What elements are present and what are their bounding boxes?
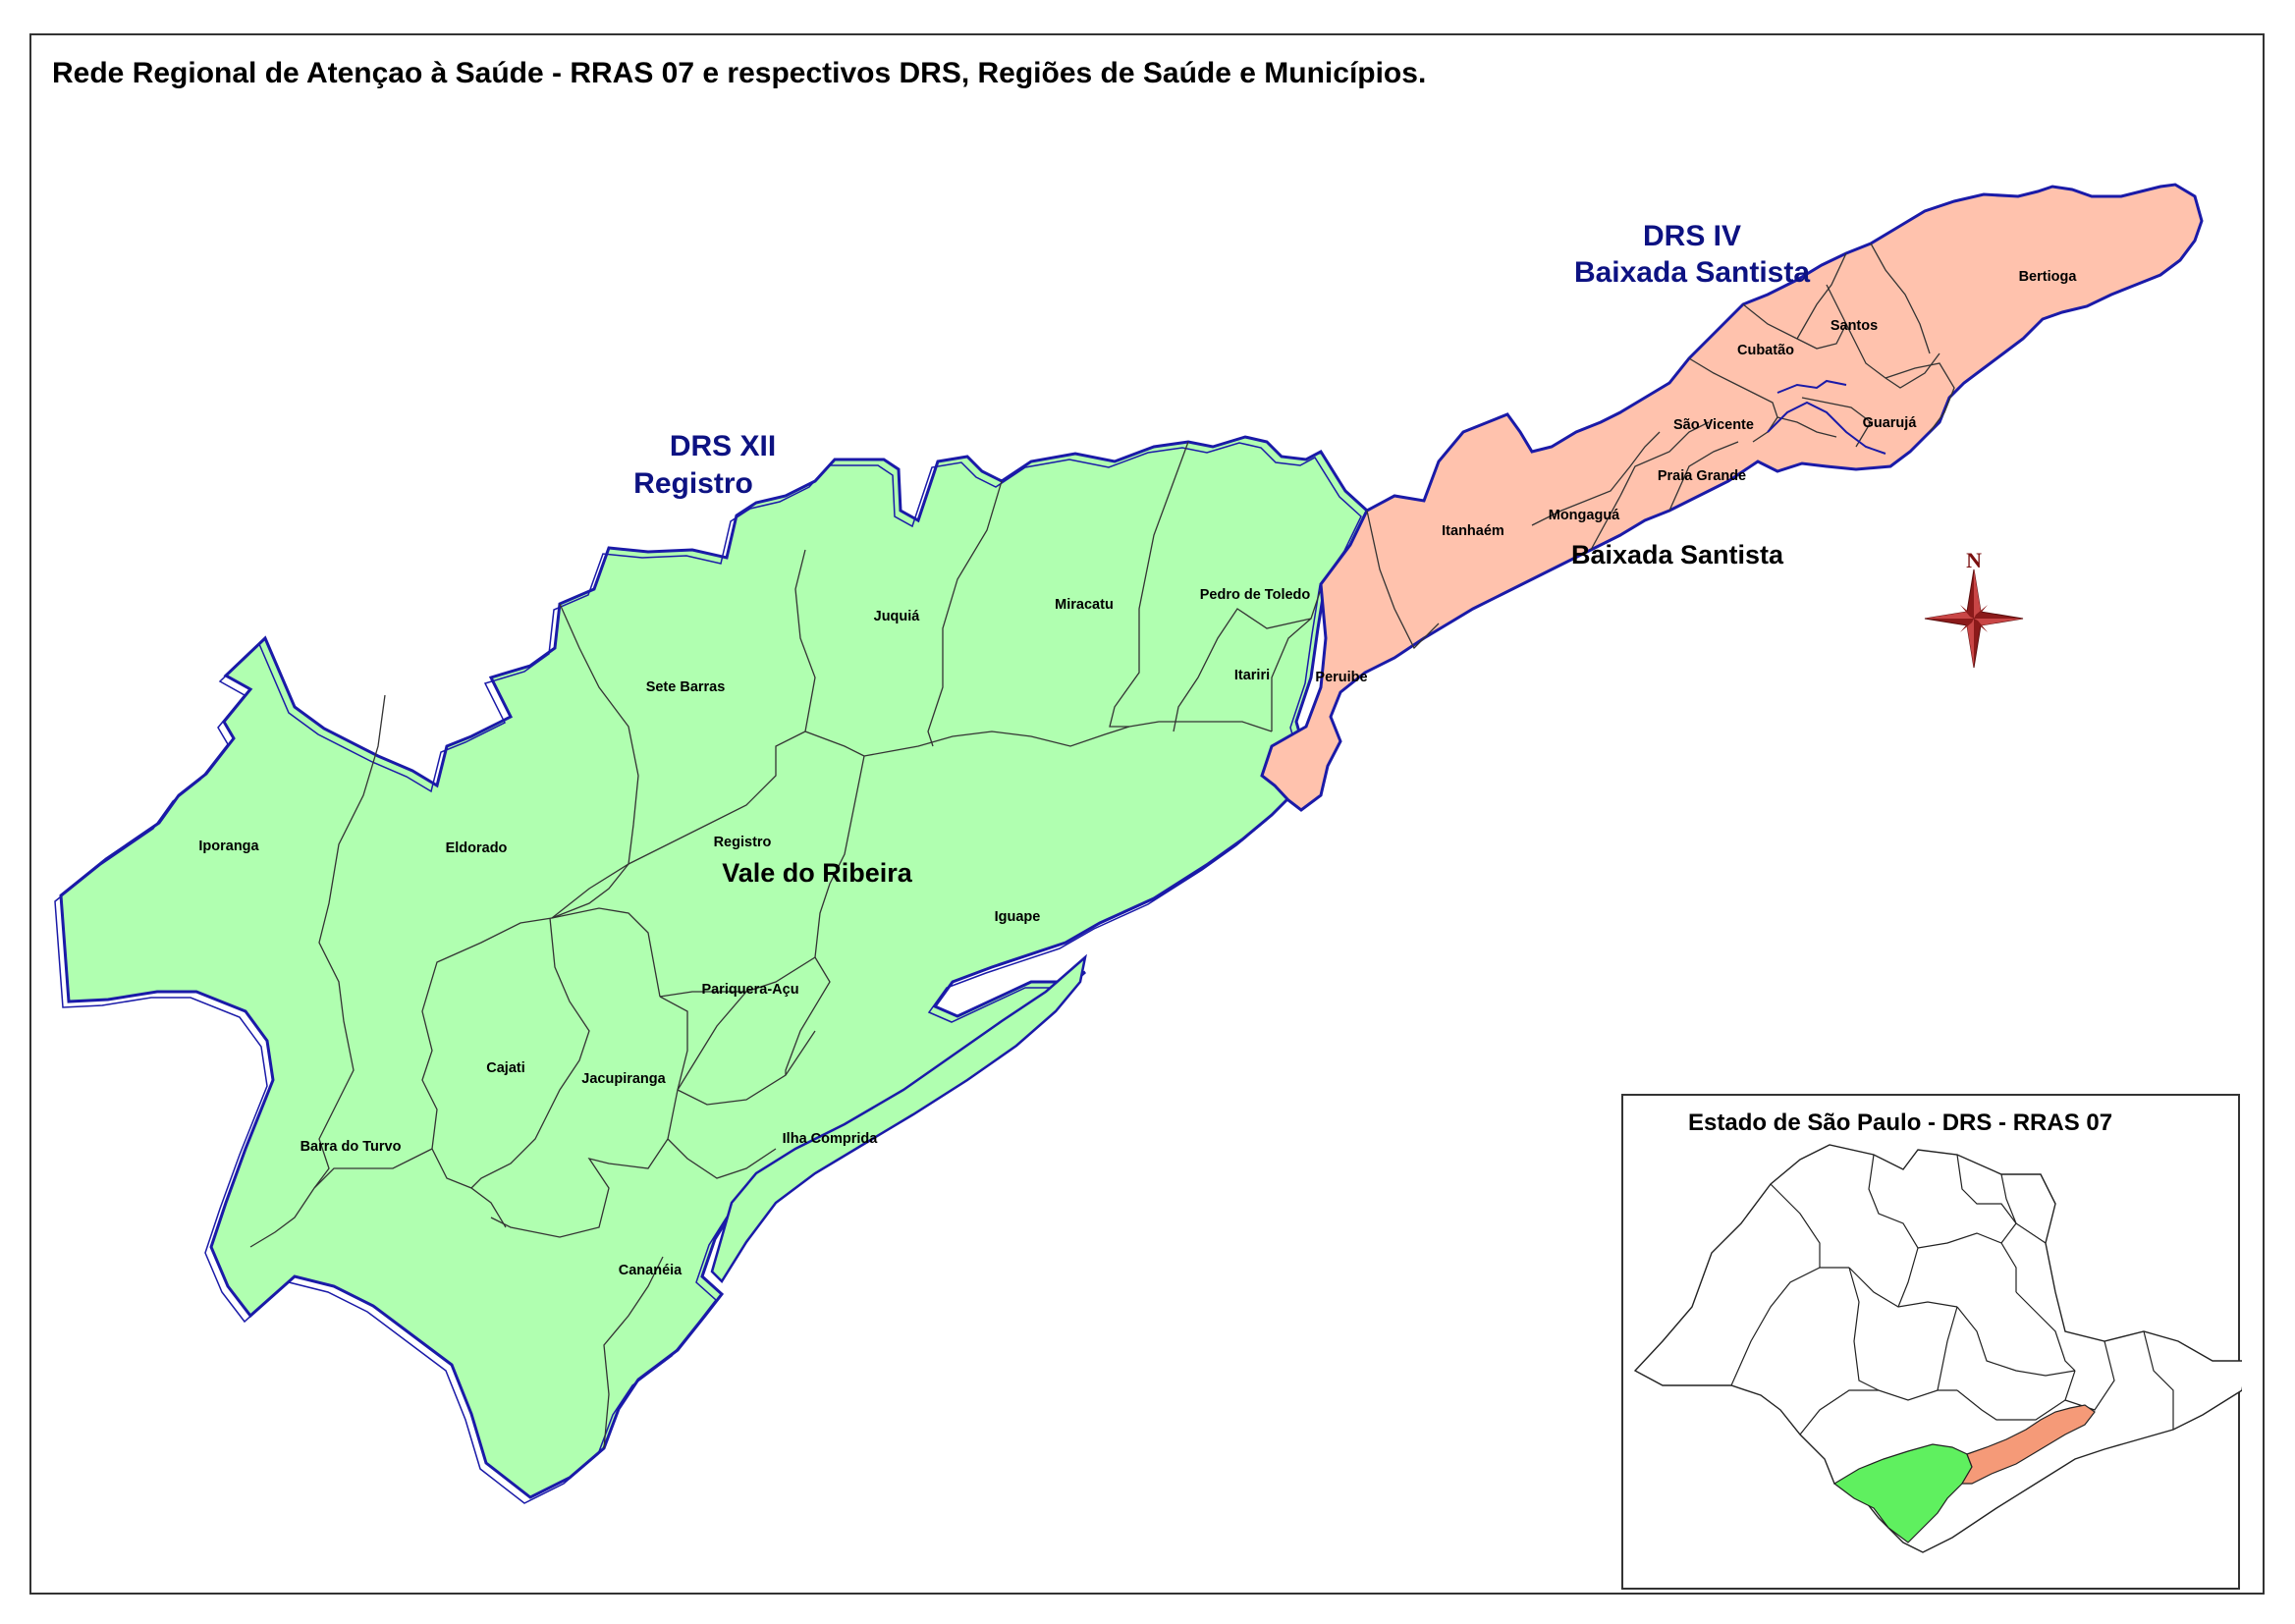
compass-north-label: N xyxy=(1966,548,1982,572)
drs-iv-internal-borders xyxy=(1366,243,1955,650)
label-cajati: Cajati xyxy=(486,1060,525,1076)
drs-xii-label-line1: DRS XII xyxy=(670,430,776,462)
drs-xii-outer-outline xyxy=(54,442,1362,1504)
drs-iv-label-line1: DRS IV xyxy=(1643,220,1741,252)
label-itariri: Itariri xyxy=(1234,668,1270,683)
label-iporanga: Iporanga xyxy=(198,839,259,854)
label-guaruja: Guarujá xyxy=(1863,415,1918,431)
label-santos: Santos xyxy=(1831,318,1878,334)
label-sao-vicente: São Vicente xyxy=(1673,417,1754,433)
drs-iv-label-line2: Baixada Santista xyxy=(1574,256,1810,289)
label-eldorado: Eldorado xyxy=(446,840,508,856)
label-cananeia: Cananéia xyxy=(619,1263,683,1278)
inset-title: Estado de São Paulo - DRS - RRAS 07 xyxy=(1688,1110,2113,1136)
drs-iv-region xyxy=(1260,183,2204,812)
map-frame xyxy=(29,33,2265,1595)
inset-drs-iv xyxy=(1960,1404,2096,1485)
label-itanhaem: Itanhaém xyxy=(1442,523,1504,539)
sao-paulo-outline xyxy=(1633,1144,2242,1553)
inset-map: Estado de São Paulo - DRS - RRAS 07 xyxy=(1621,1094,2242,1590)
drs-xii-region xyxy=(54,435,1369,1504)
drs-iv-polygon xyxy=(1260,183,2204,812)
label-juquia: Juquiá xyxy=(874,609,921,624)
label-iguape: Iguape xyxy=(995,909,1041,925)
label-ilha-comprida: Ilha Comprida xyxy=(783,1131,879,1147)
label-mongagua: Mongaguá xyxy=(1549,508,1620,523)
drs-xii-label-line2: Registro xyxy=(633,467,753,500)
label-pariquera-acu: Pariquera-Açu xyxy=(701,982,798,998)
label-peruibe: Peruibe xyxy=(1315,670,1367,685)
drs-xii-polygon xyxy=(59,435,1369,1499)
inset-drs-borders xyxy=(1730,1154,2174,1435)
municipality-labels: Iporanga Eldorado Sete Barras Juquiá Mir… xyxy=(198,269,2077,1278)
label-registro: Registro xyxy=(714,835,772,850)
ilha-comprida-island xyxy=(710,953,1087,1283)
map-title: Rede Regional de Atençao à Saúde - RRAS … xyxy=(52,57,1427,89)
sao-paulo-state-map xyxy=(1633,1144,2242,1553)
label-pedro-de-toledo: Pedro de Toledo xyxy=(1200,587,1311,603)
label-barra-do-turvo: Barra do Turvo xyxy=(301,1139,402,1155)
drs-xii-internal-borders xyxy=(249,441,1327,1449)
label-sete-barras: Sete Barras xyxy=(646,679,726,695)
label-miracatu: Miracatu xyxy=(1055,597,1114,613)
label-cubatao: Cubatão xyxy=(1737,343,1794,358)
compass-rose-icon: N xyxy=(1924,548,2024,669)
region-label-baixada: Baixada Santista xyxy=(1571,540,1784,569)
label-praia-grande: Praia Grande xyxy=(1658,468,1746,484)
region-label-vale: Vale do Ribeira xyxy=(722,858,913,888)
label-jacupiranga: Jacupiranga xyxy=(581,1071,666,1087)
label-bertioga: Bertioga xyxy=(2019,269,2078,285)
estuary-channels xyxy=(1767,379,1886,455)
